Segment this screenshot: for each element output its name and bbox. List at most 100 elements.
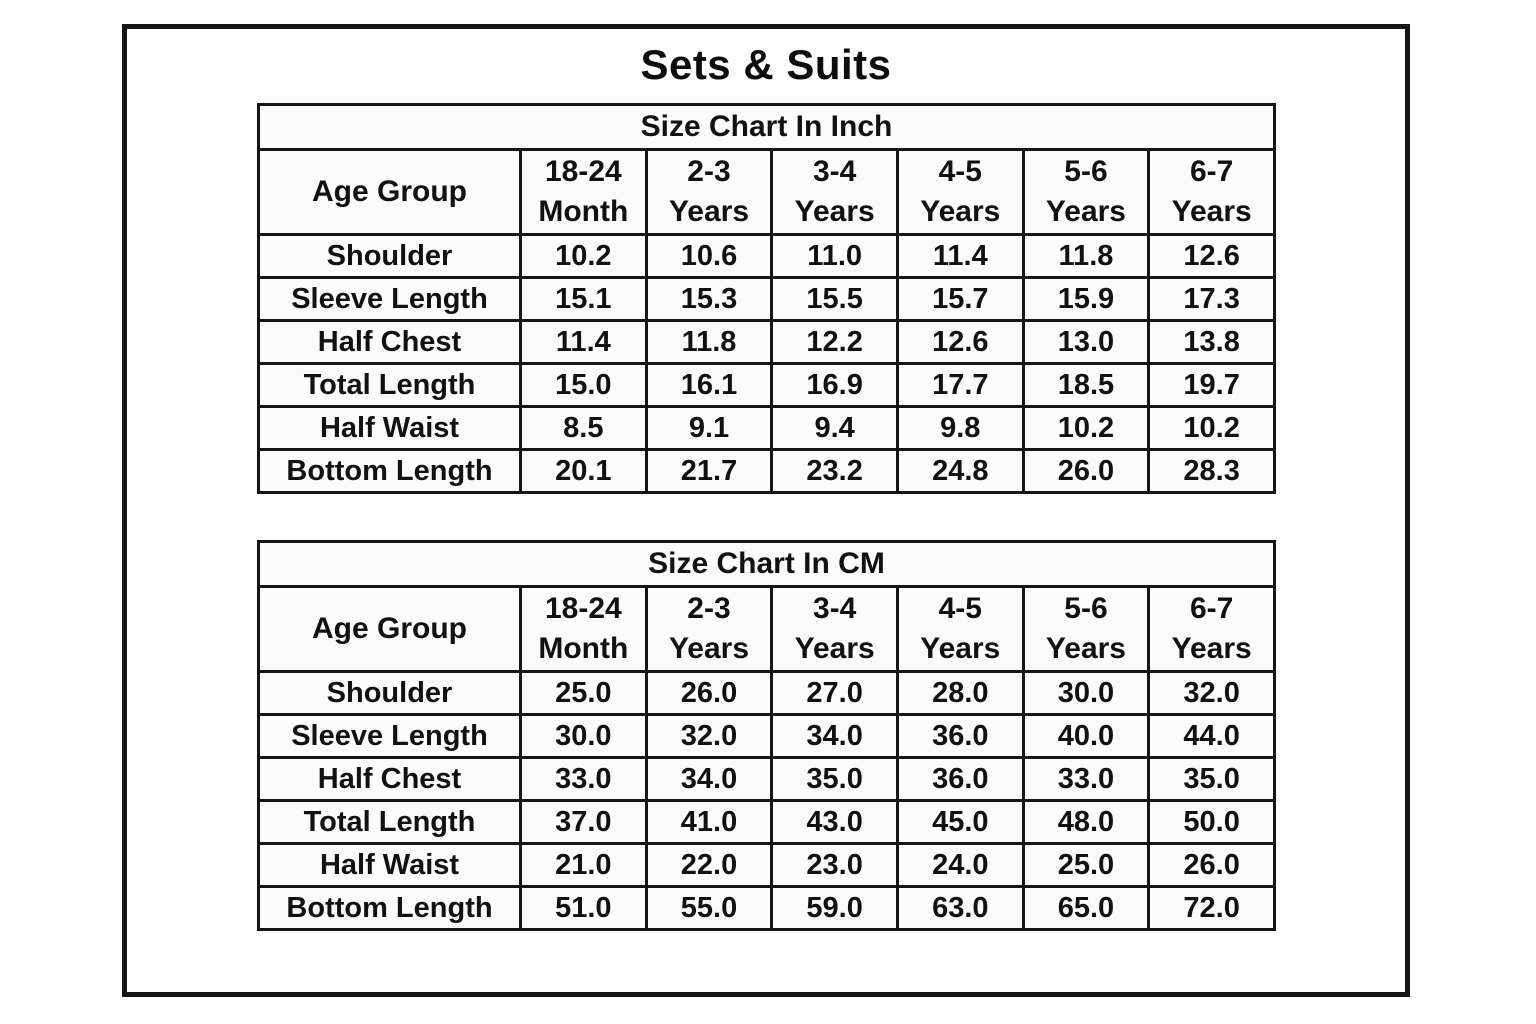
measurement-value: 27.0 [770, 670, 899, 716]
measurement-value: 17.7 [895, 362, 1025, 408]
measurement-value: 13.0 [1021, 319, 1151, 365]
measurement-value: 10.2 [1147, 405, 1276, 451]
measurement-value: 15.9 [1021, 276, 1151, 322]
measurement-value: 11.4 [895, 233, 1025, 279]
measurement-value: 37.0 [519, 799, 648, 845]
age-group-header: Age Group [257, 585, 522, 673]
measurement-value: 32.0 [1147, 670, 1276, 716]
measurement-label: Total Length [257, 362, 522, 408]
measurement-label: Half Chest [257, 756, 522, 802]
measurement-label: Half Chest [257, 319, 522, 365]
measurement-value: 23.2 [770, 448, 899, 494]
measurement-value: 21.7 [644, 448, 774, 494]
age-column-header: 4-5 Years [895, 585, 1025, 673]
measurement-value: 11.4 [519, 319, 648, 365]
measurement-value: 22.0 [644, 842, 774, 888]
measurement-value: 43.0 [770, 799, 899, 845]
measurement-value: 25.0 [519, 670, 648, 716]
measurement-value: 11.8 [644, 319, 774, 365]
measurement-value: 41.0 [644, 799, 774, 845]
measurement-value: 10.2 [519, 233, 648, 279]
age-column-header: 2-3 Years [644, 148, 774, 236]
measurement-value: 11.8 [1021, 233, 1151, 279]
measurement-value: 50.0 [1147, 799, 1276, 845]
measurement-value: 48.0 [1021, 799, 1151, 845]
measurement-value: 24.0 [895, 842, 1025, 888]
measurement-label: Total Length [257, 799, 522, 845]
measurement-value: 55.0 [644, 885, 774, 931]
measurement-value: 16.1 [644, 362, 774, 408]
page-title: Sets & Suits [640, 41, 892, 88]
measurement-value: 51.0 [519, 885, 648, 931]
measurement-value: 25.0 [1021, 842, 1151, 888]
measurement-value: 15.1 [519, 276, 648, 322]
measurement-value: 21.0 [519, 842, 648, 888]
table-row: Sleeve Length 15.1 15.3 15.5 15.7 15.9 1… [257, 276, 1276, 322]
measurement-value: 65.0 [1021, 885, 1151, 931]
measurement-value: 15.0 [519, 362, 648, 408]
measurement-value: 12.6 [895, 319, 1025, 365]
measurement-value: 32.0 [644, 713, 774, 759]
measurement-label: Sleeve Length [257, 276, 522, 322]
table-row: Half Chest 11.4 11.8 12.2 12.6 13.0 13.8 [257, 319, 1276, 365]
age-column-header: 18-24 Month [519, 585, 648, 673]
table-row: Total Length 37.0 41.0 43.0 45.0 48.0 50… [257, 799, 1276, 845]
measurement-label: Sleeve Length [257, 713, 522, 759]
measurement-value: 33.0 [519, 756, 648, 802]
measurement-value: 16.9 [770, 362, 899, 408]
age-column-header: 6-7 Years [1147, 585, 1276, 673]
measurement-value: 30.0 [519, 713, 648, 759]
measurement-value: 11.0 [770, 233, 899, 279]
measurement-label: Half Waist [257, 842, 522, 888]
table-row: Total Length 15.0 16.1 16.9 17.7 18.5 19… [257, 362, 1276, 408]
measurement-value: 8.5 [519, 405, 648, 451]
age-column-header: 5-6 Years [1021, 585, 1151, 673]
measurement-value: 72.0 [1147, 885, 1276, 931]
measurement-value: 19.7 [1147, 362, 1276, 408]
measurement-value: 24.8 [895, 448, 1025, 494]
measurement-value: 59.0 [770, 885, 899, 931]
measurement-value: 35.0 [770, 756, 899, 802]
age-column-header: 5-6 Years [1021, 148, 1151, 236]
measurement-value: 26.0 [644, 670, 774, 716]
measurement-value: 15.3 [644, 276, 774, 322]
size-chart-frame: Sets & Suits Size Chart In Inch Age Grou… [122, 24, 1410, 997]
age-column-header: 2-3 Years [644, 585, 774, 673]
measurement-value: 26.0 [1021, 448, 1151, 494]
table-row: Age Group 18-24 Month 2-3 Years 3-4 Year… [257, 585, 1276, 673]
measurement-value: 10.6 [644, 233, 774, 279]
age-group-header: Age Group [257, 148, 522, 236]
measurement-value: 15.5 [770, 276, 899, 322]
measurement-value: 45.0 [895, 799, 1025, 845]
measurement-label: Bottom Length [257, 448, 522, 494]
table-row: Bottom Length 20.1 21.7 23.2 24.8 26.0 2… [257, 448, 1276, 494]
table-row: Age Group 18-24 Month 2-3 Years 3-4 Year… [257, 148, 1276, 236]
table-title: Size Chart In Inch [257, 103, 1276, 151]
table-row: Shoulder 25.0 26.0 27.0 28.0 30.0 32.0 [257, 670, 1276, 716]
measurement-value: 33.0 [1021, 756, 1151, 802]
measurement-value: 35.0 [1147, 756, 1276, 802]
measurement-value: 30.0 [1021, 670, 1151, 716]
measurement-value: 36.0 [895, 713, 1025, 759]
measurement-label: Shoulder [257, 670, 522, 716]
measurement-value: 20.1 [519, 448, 648, 494]
age-column-header: 18-24 Month [519, 148, 648, 236]
table-row: Half Chest 33.0 34.0 35.0 36.0 33.0 35.0 [257, 756, 1276, 802]
measurement-value: 12.6 [1147, 233, 1276, 279]
age-column-header: 3-4 Years [770, 585, 899, 673]
size-table-cm: Size Chart In CM Age Group 18-24 Month 2… [257, 540, 1276, 931]
measurement-label: Half Waist [257, 405, 522, 451]
table-row: Bottom Length 51.0 55.0 59.0 63.0 65.0 7… [257, 885, 1276, 931]
table-row: Half Waist 21.0 22.0 23.0 24.0 25.0 26.0 [257, 842, 1276, 888]
measurement-value: 15.7 [895, 276, 1025, 322]
age-column-header: 3-4 Years [770, 148, 899, 236]
table-row: Shoulder 10.2 10.6 11.0 11.4 11.8 12.6 [257, 233, 1276, 279]
age-column-header: 6-7 Years [1147, 148, 1276, 236]
measurement-value: 40.0 [1021, 713, 1151, 759]
table-title: Size Chart In CM [257, 540, 1276, 588]
measurement-value: 9.1 [644, 405, 774, 451]
measurement-value: 12.2 [770, 319, 899, 365]
measurement-value: 44.0 [1147, 713, 1276, 759]
table-row: Size Chart In CM [257, 540, 1276, 588]
measurement-value: 26.0 [1147, 842, 1276, 888]
